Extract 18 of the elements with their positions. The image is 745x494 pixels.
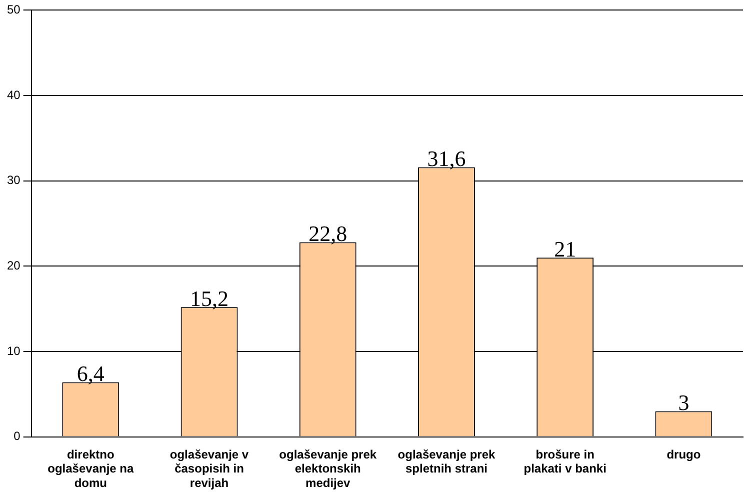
y-tick-label: 10: [6, 344, 21, 358]
y-tick-label: 30: [6, 173, 21, 188]
x-tick-label: oglaševanje prek elektonskih medijev: [279, 447, 377, 490]
y-tick-label: 20: [6, 258, 21, 272]
y-tick-label: 50: [6, 2, 21, 17]
x-tick-label: direktno oglaševanje na domu: [48, 447, 134, 490]
x-tick-label: oglaševanje v časopisih in revijah: [170, 447, 249, 490]
data-label: 31,6: [427, 146, 466, 171]
data-label: 15,2: [190, 286, 229, 311]
y-tick-label: 0: [14, 429, 21, 444]
x-tick-label: oglaševanje prek spletnih strani: [398, 447, 496, 476]
data-label: 22,8: [308, 221, 348, 246]
y-tick-label: 40: [6, 88, 21, 102]
x-tick-label: brošure in plakati v banki: [524, 447, 606, 476]
x-tick-label: drugo: [666, 447, 701, 462]
data-label: 6,4: [76, 360, 104, 386]
data-label: 21: [554, 236, 576, 262]
data-label: 3: [678, 390, 690, 415]
